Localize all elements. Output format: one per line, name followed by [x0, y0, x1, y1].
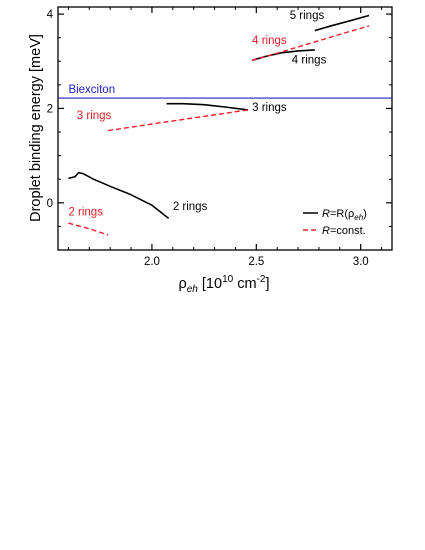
ring-label: 3 rings: [252, 102, 287, 114]
y-tick-label: 4: [47, 9, 54, 21]
ring-label: 4 rings: [252, 35, 287, 47]
y-tick-label: 0: [47, 198, 53, 210]
y-tick-label: 2: [47, 103, 53, 115]
x-axis-label: ρeh [1010 cm-2]: [179, 274, 270, 295]
variable-radius-curve-3-rings: [166, 102, 249, 111]
legend: R=R(ρeh) R=const.: [303, 208, 367, 237]
plot-frame: [57, 6, 393, 251]
legend-label: R=const.: [322, 225, 366, 237]
annotations-group: 2 rings 3 rings 4 rings 5 rings 2 rings 3 rin…: [68, 10, 326, 219]
ring-label: 4 rings: [292, 55, 327, 67]
x-tick-label: 2.0: [144, 256, 160, 268]
x-tick-label: 3.0: [353, 256, 369, 268]
series-group: [68, 14, 370, 236]
ring-label: 2 rings: [68, 207, 103, 219]
const-radius-curve-3-rings: [107, 109, 249, 132]
variable-radius-curve-5-rings: [314, 14, 370, 32]
y-axis-label: Droplet binding energy [meV]: [28, 34, 44, 222]
ring-label: 2 rings: [173, 201, 208, 213]
biexciton-line-group: Biexciton: [58, 84, 392, 99]
const-radius-curve-2-rings: [68, 222, 109, 236]
ring-label: 3 rings: [77, 110, 112, 122]
variable-radius-curve-2-rings: [68, 171, 170, 220]
ring-label: 5 rings: [290, 10, 325, 22]
biexciton-label: Biexciton: [68, 84, 115, 96]
x-tick-label: 2.5: [248, 256, 264, 268]
legend-label: R=R(ρeh): [322, 208, 367, 222]
axes: 2.0 2.5 3.0 0 2 4: [47, 6, 393, 268]
const-radius-curve-4-rings: [251, 25, 370, 61]
